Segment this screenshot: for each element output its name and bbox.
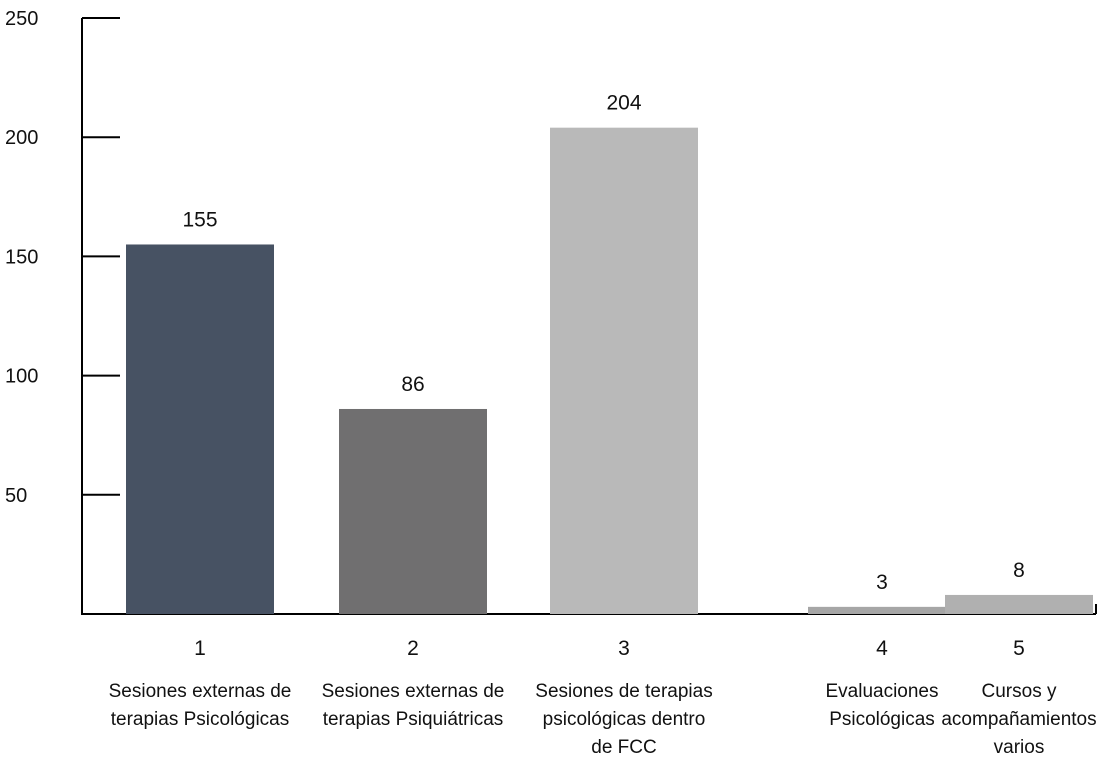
category-description-line: de FCC — [591, 737, 656, 758]
bars — [126, 127, 1093, 615]
bar-2 — [339, 408, 487, 614]
category-description: Evaluaciones Psicológicas — [825, 681, 938, 730]
y-tick-label: 150 — [5, 246, 38, 268]
category-description-line: acompañamientos — [941, 709, 1096, 730]
category-description: Cursos y acompañamientos varios — [941, 681, 1096, 758]
category-description-line: varios — [994, 737, 1045, 758]
x-tick-label: 3 — [618, 637, 630, 660]
bar-5 — [945, 594, 1093, 614]
bar-1 — [126, 244, 274, 615]
category-description-line: Sesiones de terapias — [535, 681, 712, 702]
x-tick-label: 4 — [876, 637, 888, 660]
data-labels: 155 86 204 3 8 — [182, 92, 1024, 594]
category-description-line: Sesiones externas de — [109, 681, 292, 702]
category-description: Sesiones externas de terapias Psiquiátric… — [322, 681, 505, 730]
y-tick-label: 200 — [5, 127, 38, 149]
category-description: Sesiones de terapias psicológicas dentro d… — [535, 681, 712, 758]
data-label: 8 — [1013, 559, 1025, 582]
bar-3 — [550, 127, 698, 614]
x-labels: 1 Sesiones externas de terapias Psicológic… — [109, 637, 1097, 758]
data-label: 3 — [876, 571, 888, 594]
category-description-line: Evaluaciones — [825, 681, 938, 702]
y-axis: 50 100 150 200 250 — [5, 8, 120, 615]
x-tick-label: 2 — [407, 637, 419, 660]
category-description: Sesiones externas de terapias Psicológica… — [109, 681, 292, 730]
x-tick-label: 1 — [194, 637, 206, 660]
data-label: 204 — [606, 92, 641, 115]
data-label: 86 — [401, 373, 424, 396]
category-description-line: psicológicas dentro — [543, 709, 706, 730]
category-description-line: terapias Psiquiátricas — [323, 709, 504, 730]
category-description-line: Psicológicas — [829, 709, 935, 730]
category-description-line: Sesiones externas de — [322, 681, 505, 702]
x-tick-label: 5 — [1013, 637, 1025, 660]
y-tick-label: 100 — [5, 366, 38, 388]
y-tick-label: 250 — [5, 8, 38, 30]
data-label: 155 — [182, 208, 217, 231]
category-description-line: terapias Psicológicas — [111, 709, 289, 730]
category-description-line: Cursos y — [982, 681, 1057, 702]
y-tick-label: 50 — [5, 485, 27, 507]
bar-4 — [808, 606, 956, 614]
